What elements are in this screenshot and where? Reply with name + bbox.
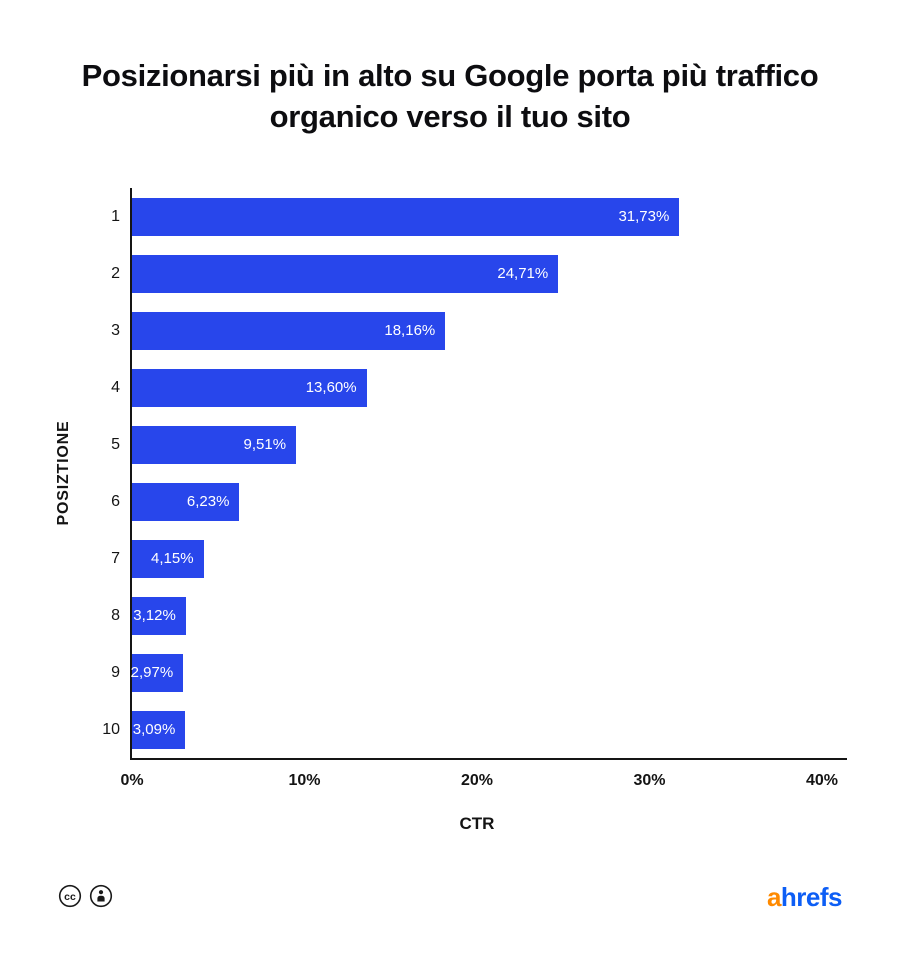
y-tick-label: 7 — [111, 549, 120, 567]
bar: 31,73% — [132, 197, 680, 236]
bar-value-label: 4,15% — [151, 550, 194, 567]
y-tick-label: 9 — [111, 663, 120, 681]
bar: 4,15% — [132, 539, 204, 578]
ahrefs-logo: ahrefs — [766, 882, 843, 913]
y-tick-label: 3 — [111, 321, 120, 339]
x-tick-label: 20% — [460, 772, 494, 789]
y-tick-label: 1 — [111, 207, 120, 225]
bar-value-label: 3,12% — [133, 607, 176, 624]
bar-rows: 1 31,73% 2 24,71% 3 18,16% 4 13,60% 5 9,51% 6 6,23%… — [102, 188, 847, 758]
bar-value-label: 13,60% — [305, 379, 357, 396]
y-tick-label: 6 — [111, 492, 120, 510]
bar: 6,23% — [132, 482, 240, 521]
y-tick-label: 4 — [111, 378, 120, 396]
bar-value-label: 3,09% — [132, 721, 176, 738]
bar-row: 10 3,09% — [102, 701, 847, 758]
plot-area: 1 31,73% 2 24,71% 3 18,16% 4 13,60% 5 9,51% 6 6,23%… — [102, 188, 847, 833]
bar-row: 3 18,16% — [111, 302, 847, 359]
y-tick-label: 10 — [102, 720, 120, 738]
bar-row: 1 31,73% — [111, 188, 847, 245]
y-tick-label: 2 — [111, 264, 120, 282]
bar: 24,71% — [132, 254, 559, 293]
bar-value-label: 24,71% — [497, 265, 549, 282]
y-axis-title: POSIZTIONE — [55, 420, 72, 526]
bar-row: 8 3,12% — [111, 587, 847, 644]
cc-by-icon — [89, 884, 113, 908]
license-badges: cc — [58, 884, 113, 908]
bar-row: 4 13,60% — [111, 359, 847, 416]
svg-text:cc: cc — [64, 891, 76, 903]
y-tick-label: 5 — [111, 435, 120, 453]
bar-row: 5 9,51% — [111, 416, 847, 473]
bar-value-label: 2,97% — [130, 664, 174, 681]
x-axis-title: CTR — [459, 814, 495, 833]
bar-value-label: 31,73% — [618, 208, 670, 225]
bar: 3,09% — [132, 710, 186, 749]
bar-row: 7 4,15% — [111, 530, 847, 587]
bar-row: 2 24,71% — [111, 245, 847, 302]
x-tick-label: 40% — [805, 772, 839, 789]
bar-row: 9 2,97% — [111, 644, 847, 701]
bar-row: 6 6,23% — [111, 473, 847, 530]
bar: 2,97% — [130, 653, 184, 692]
bar-value-label: 6,23% — [186, 493, 230, 510]
y-tick-label: 8 — [111, 606, 120, 624]
bar: 13,60% — [132, 368, 367, 407]
x-tick-label: 0% — [120, 772, 144, 789]
bar-value-label: 18,16% — [384, 322, 436, 339]
bar: 3,12% — [132, 596, 186, 635]
bar: 18,16% — [132, 311, 446, 350]
bar-value-label: 9,51% — [243, 436, 287, 453]
x-tick-label: 30% — [633, 772, 666, 789]
x-tick-label: 10% — [288, 772, 321, 789]
bar: 9,51% — [132, 425, 297, 464]
chart-title: Posizionarsi più in alto su Google porta… — [81, 58, 819, 134]
cc-icon: cc — [58, 884, 82, 908]
ahrefs-logo-hrefs: hrefs — [780, 882, 843, 912]
ahrefs-logo-a: a — [766, 882, 781, 912]
